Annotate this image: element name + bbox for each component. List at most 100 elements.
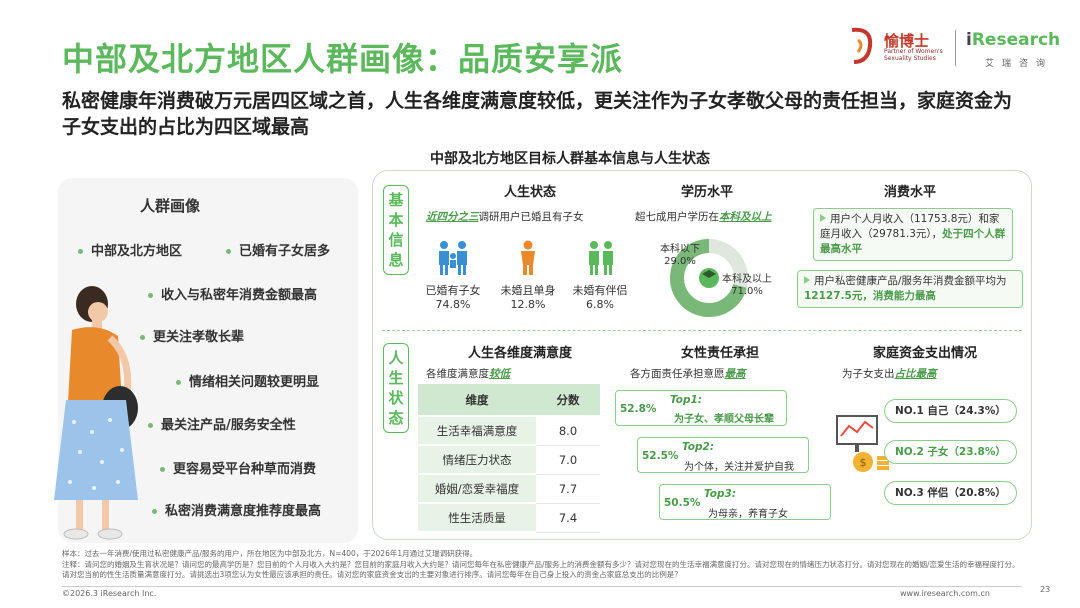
family-fund-heading: 家庭资金支出情况 <box>872 346 977 361</box>
table-row: 生活幸福满意度 8.0 <box>418 416 600 446</box>
persona-tag: 更容易受平台种草而消费 <box>160 458 316 477</box>
life-group: 已婚有子女 74.8% <box>423 284 483 312</box>
footnote-notes: 注释：请问您的婚姻及生育状况是？请问您的最高学历是？您目前的个人月收入大约是？您… <box>62 559 1020 580</box>
section-divider <box>382 330 1022 331</box>
responsibility-text: 为个体，关注并爱护自我 <box>684 462 794 473</box>
logo-divider <box>955 30 956 66</box>
consumption-box-spending: 用户私密健康产品/服务年消费金额平均为12127.5元，消费能力最高 <box>797 270 1023 308</box>
life-group: 未婚且单身 12.8% <box>498 284 558 312</box>
dimension-cell: 生活幸福满意度 <box>418 416 536 446</box>
page-number: 23 <box>1040 585 1051 594</box>
education-above-label: 本科及以上 <box>722 274 772 285</box>
score-cell: 8.0 <box>536 416 600 446</box>
persona-tag: 收入与私密年消费金额最高 <box>148 284 317 303</box>
life-group-value: 6.8% <box>586 298 614 311</box>
bullet-icon <box>78 249 83 254</box>
persona-tag: 私密消费满意度推荐度最高 <box>152 500 321 519</box>
basic-info-label-text: 基本信息 <box>388 191 404 269</box>
fund-rank-1: NO.1 自己（24.3%） <box>884 399 1017 423</box>
col-header-dimension: 维度 <box>418 384 536 417</box>
col-header-score: 分数 <box>536 384 600 417</box>
life-group-value: 74.8% <box>435 298 471 311</box>
table-row: 性生活质量 7.4 <box>418 503 600 533</box>
responsibility-note: 各方面责任承担意愿最高 <box>630 368 746 380</box>
family-fund-note: 为子女支出占比最高 <box>842 368 937 380</box>
table-header-row: 维度 分数 <box>418 384 600 417</box>
finance-chart-icon: $ <box>836 415 889 472</box>
life-status-note: 近四分之三调研用户已婚且有子女 <box>426 211 584 223</box>
bullet-icon <box>176 380 181 385</box>
single-person-icon <box>521 240 535 275</box>
persona-tag: 最关注产品/服务安全性 <box>148 414 296 433</box>
page-title: 中部及北方地区人群画像：品质安享派 <box>62 40 624 78</box>
life-group-value: 12.8% <box>510 298 546 311</box>
footnote: 样本：过去一年消费/使用过私密健康产品/服务的用户，所在地区为中部及北方，N=4… <box>62 549 1022 581</box>
education-above: 本科及以上 71.0% <box>722 274 772 298</box>
score-cell: 7.7 <box>536 474 600 504</box>
responsibility-item: 52.8% Top1: 为子女、孝顺父母长辈 <box>615 390 787 426</box>
responsibility-pct: 52.5% <box>642 450 679 462</box>
footer-divider <box>62 586 1022 587</box>
life-status-heading: 人生状态 <box>503 185 556 200</box>
iresearch-i: i <box>966 30 972 50</box>
bullet-icon <box>160 467 165 472</box>
iresearch-name: Research <box>971 30 1061 50</box>
education-note: 超七成用户学历在本科及以上 <box>635 211 772 223</box>
copyright: ©2026.3 iResearch Inc. <box>62 589 157 598</box>
table-row: 婚姻/恋爱幸福度 7.7 <box>418 474 600 504</box>
bullet-icon <box>148 293 153 298</box>
bullet-icon <box>226 249 231 254</box>
responsibility-text: 为母亲，养育子女 <box>708 509 788 520</box>
bullet-icon <box>152 509 157 514</box>
life-group-label: 未婚有伴侣 <box>572 284 628 297</box>
satisfaction-note: 各维度满意度较低 <box>426 368 510 380</box>
couple-icon <box>589 241 613 275</box>
persona-title: 人群画像 <box>140 197 201 215</box>
responsibility-text: 为子女、孝顺父母长辈 <box>674 414 774 425</box>
responsibility-pct: 50.5% <box>664 497 701 509</box>
yuboshi-mark-icon <box>851 27 873 64</box>
life-state-label-text: 人生状态 <box>388 349 404 427</box>
satisfaction-table: 维度 分数 生活幸福满意度 8.0 情绪压力状态 7.0 婚姻/恋爱幸福度 7.7 性… <box>418 384 600 533</box>
svg-text:$: $ <box>860 456 867 469</box>
bullet-icon <box>140 335 145 340</box>
consumption-heading: 消费水平 <box>883 185 936 200</box>
page-subtitle: 私密健康年消费破万元居四区域之首，人生各维度满意度较低，更关注作为子女孝敬父母的… <box>62 90 1013 138</box>
education-below-label: 本科以下 <box>660 244 700 255</box>
persona-tag: 已婚有子女居多 <box>226 240 330 259</box>
dimension-cell: 情绪压力状态 <box>418 445 536 475</box>
life-group-label: 已婚有子女 <box>425 284 481 297</box>
responsibility-heading: 女性责任承担 <box>680 346 759 361</box>
life-state-label: 人生状态 <box>383 343 409 433</box>
chart-title: 中部及北方地区目标人群基本信息与人生状态 <box>430 151 710 167</box>
website-link[interactable]: www.iresearch.com.cn <box>900 589 990 598</box>
responsibility-rank: Top3: <box>704 488 737 500</box>
consumption-box-income: 用户个人月收入（11753.8元）和家庭月收入（29781.3元），处于四个人群… <box>813 208 1013 261</box>
dimension-cell: 婚姻/恋爱幸福度 <box>418 474 536 504</box>
education-above-value: 71.0% <box>731 286 763 297</box>
persona-tag: 情绪相关问题较更明显 <box>176 371 319 390</box>
bullet-icon <box>148 423 153 428</box>
yuboshi-logo: 愉博士 Partner of Women's Sexuality Studies <box>848 26 948 70</box>
persona-tag: 中部及北方地区 <box>78 240 182 259</box>
family-icon <box>439 241 467 275</box>
woman-illustration-icon <box>54 286 138 540</box>
life-group: 未婚有伴侣 6.8% <box>570 284 630 312</box>
table-row: 情绪压力状态 7.0 <box>418 445 600 475</box>
iresearch-logo: iResearch <box>966 30 1060 50</box>
persona-tag: 更关注孝敬长辈 <box>140 326 244 345</box>
footnote-sample: 样本：过去一年消费/使用过私密健康产品/服务的用户，所在地区为中部及北方，N=4… <box>62 549 478 558</box>
pointer-icon <box>820 214 826 222</box>
responsibility-rank: Top1: <box>670 394 703 406</box>
donut-above-segment <box>670 239 747 317</box>
pointer-icon <box>804 276 810 284</box>
score-cell: 7.4 <box>536 503 600 533</box>
education-below-value: 29.0% <box>664 256 696 267</box>
fund-rank-3: NO.3 伴侣（20.8%） <box>884 481 1017 505</box>
satisfaction-heading: 人生各维度满意度 <box>467 346 572 361</box>
education-donut-chart <box>670 239 748 317</box>
iresearch-subtitle: 艾瑞咨询 <box>985 59 1054 69</box>
education-below: 本科以下 29.0% <box>660 244 700 268</box>
responsibility-rank: Top2: <box>682 441 715 453</box>
basic-info-label: 基本信息 <box>383 185 409 275</box>
